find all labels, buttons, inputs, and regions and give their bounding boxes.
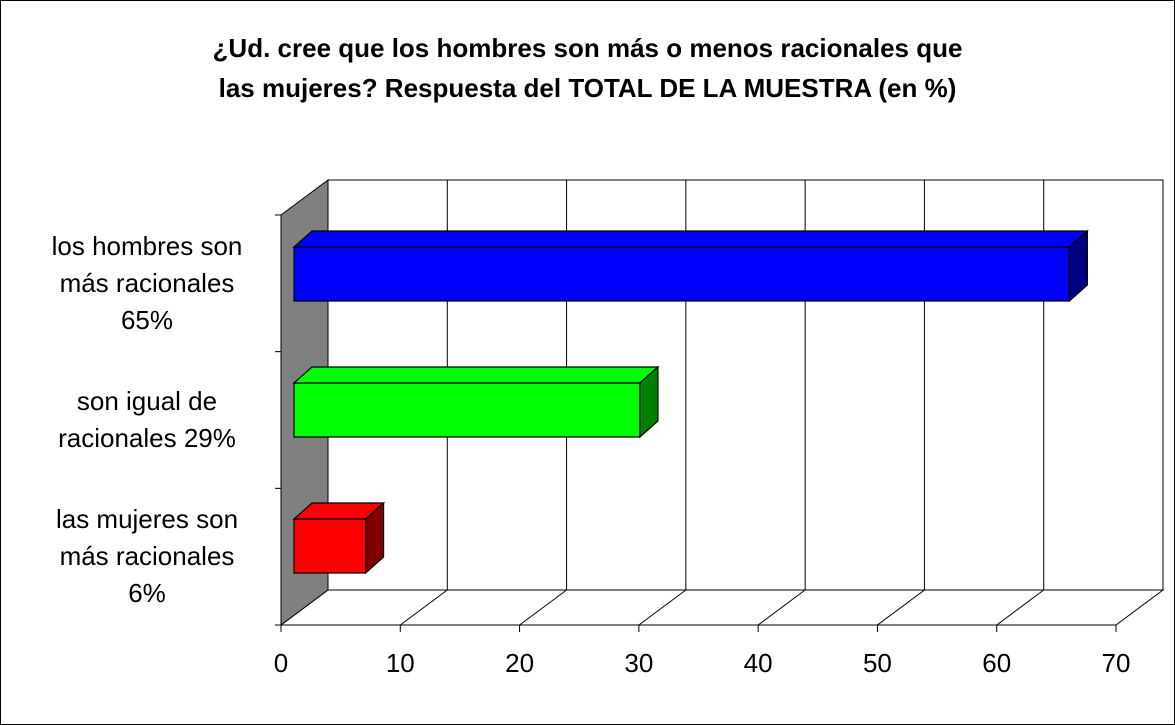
x-tick-label: 70 (1102, 648, 1131, 678)
floor-gridline (757, 589, 806, 626)
bar-top-face (292, 230, 1089, 248)
bar-side-face (639, 365, 659, 439)
category-label: los hombres son más racionales 65% (22, 228, 272, 339)
x-tick-label: 10 (386, 648, 415, 678)
category-label-line: 65% (120, 304, 174, 335)
x-tick-label: 0 (274, 648, 288, 678)
bar (293, 246, 1070, 302)
floor-gridline (996, 589, 1045, 626)
floor-gridline (638, 589, 687, 626)
category-label-line: 6% (128, 578, 166, 609)
category-label-line: racionales 29% (58, 423, 236, 453)
floor (279, 589, 1165, 626)
chart-title: ¿Ud. cree que los hombres son más o meno… (20, 28, 1155, 108)
category-label: las mujeres son más racionales 6% (22, 501, 272, 612)
floor-gridline (877, 589, 925, 626)
category-label-line: son igual de (76, 386, 218, 416)
category-label-line: más racionales (59, 267, 235, 298)
category-label: son igual de racionales 29% (22, 383, 272, 457)
x-tick-label: 20 (505, 648, 534, 678)
bar (293, 518, 367, 574)
x-tick-label: 50 (863, 648, 892, 678)
category-label-line: más racionales (59, 541, 235, 572)
bar-side-face (1068, 229, 1088, 303)
x-tick-label: 30 (624, 648, 653, 678)
chart-title-line-2: las mujeres? Respuesta del TOTAL DE LA M… (218, 73, 957, 103)
bar (293, 382, 641, 438)
chart-title-line-1: ¿Ud. cree que los hombres son más o meno… (212, 33, 963, 63)
x-tick-label: 60 (982, 648, 1011, 678)
floor-gridline (519, 589, 567, 626)
category-label-line: los hombres son (51, 230, 243, 261)
x-tick-label: 40 (744, 648, 773, 678)
floor-gridline (399, 589, 448, 626)
category-label-line: las mujeres son (55, 504, 239, 535)
bar-top-face (292, 366, 660, 384)
bar-side-face (364, 501, 385, 575)
